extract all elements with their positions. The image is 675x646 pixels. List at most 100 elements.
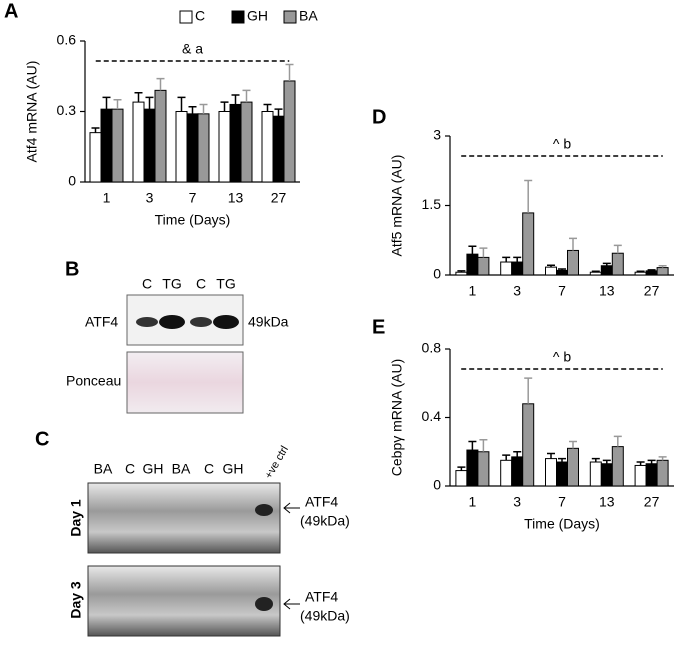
x-tick-label: 1 <box>469 283 477 299</box>
bar <box>545 266 557 276</box>
ponceau-blot <box>126 351 244 414</box>
error-bar <box>188 106 197 114</box>
error-bar <box>524 179 533 213</box>
annotation: ^ b <box>553 136 571 152</box>
lane-label: GH <box>223 461 244 477</box>
band <box>159 315 185 329</box>
error-bar <box>658 456 667 461</box>
error-bar <box>658 264 667 268</box>
bar <box>455 470 468 487</box>
error-bar <box>274 108 283 117</box>
bar <box>132 101 145 183</box>
bar <box>143 108 156 183</box>
annotation: & a <box>182 41 203 57</box>
bar <box>240 101 253 183</box>
x-tick-label: 13 <box>228 190 244 206</box>
x-tick-label: 27 <box>271 190 287 206</box>
y-tick-label: 0 <box>433 477 441 493</box>
annotation: ^ b <box>553 349 571 365</box>
band <box>255 597 273 611</box>
bar <box>283 80 296 183</box>
lane-label: C <box>196 276 206 292</box>
error-bar <box>285 63 294 81</box>
x-tick-label: 7 <box>558 494 566 510</box>
bar <box>567 447 579 487</box>
bar <box>556 461 568 487</box>
bar <box>600 463 613 487</box>
bar <box>545 458 557 487</box>
bar <box>100 108 113 183</box>
bar <box>261 111 274 183</box>
bar <box>645 463 658 487</box>
y-tick-label: 0 <box>433 266 441 282</box>
bar <box>600 265 613 276</box>
lane-label: GH <box>143 461 164 477</box>
panel-letter: B <box>65 258 79 280</box>
lane-label: BA <box>172 461 191 477</box>
lane-label: BA <box>94 461 113 477</box>
bar <box>522 403 535 487</box>
y-tick-label: 0 <box>68 173 76 189</box>
bar <box>455 271 468 276</box>
error-bar <box>263 103 272 112</box>
y-tick-label: 3 <box>433 127 441 143</box>
error-bar <box>591 270 600 273</box>
x-tick-label: 1 <box>469 494 477 510</box>
error-bar <box>647 459 656 464</box>
error-bar <box>613 244 622 254</box>
band-label: ATF4 <box>305 494 338 510</box>
bar <box>111 108 124 183</box>
bar <box>154 89 167 183</box>
bar <box>645 270 658 276</box>
panel-letter: D <box>372 106 386 128</box>
error-bar <box>113 99 122 110</box>
band <box>136 317 158 327</box>
error-bar <box>547 452 555 459</box>
x-tick-label: 27 <box>644 494 660 510</box>
error-bar <box>468 440 477 451</box>
y-tick-label: 0.4 <box>422 408 442 424</box>
x-tick-label: 13 <box>599 283 615 299</box>
legend-label: C <box>195 8 205 24</box>
legend-swatch <box>179 10 193 24</box>
bar <box>229 103 242 183</box>
x-tick-label: 3 <box>513 283 521 299</box>
lane-label: C <box>125 461 135 477</box>
error-bar <box>636 461 645 466</box>
bar <box>634 271 647 276</box>
error-bar <box>156 77 165 91</box>
bar <box>466 449 479 487</box>
error-bar <box>569 440 577 449</box>
error-bar <box>547 264 555 268</box>
bar <box>611 446 624 487</box>
error-bar <box>177 96 186 112</box>
bar <box>656 459 669 487</box>
bar <box>500 459 513 487</box>
error-bar <box>591 457 600 463</box>
bar <box>477 451 490 487</box>
error-bar <box>558 457 566 463</box>
error-bar <box>457 270 466 273</box>
error-bar <box>502 256 511 263</box>
bar <box>186 113 199 183</box>
bar <box>611 252 624 276</box>
band-label: ATF4 <box>85 314 118 330</box>
y-axis-label: Atf5 mRNA (AU) <box>389 155 405 257</box>
band <box>190 317 212 327</box>
y-tick-label: 0.3 <box>57 102 77 118</box>
panel-letter: C <box>35 428 49 450</box>
error-bar <box>242 89 251 103</box>
error-bar <box>231 94 240 105</box>
lane-label: TG <box>216 276 235 292</box>
row-label: Day 1 <box>68 499 84 537</box>
size-label: (49kDa) <box>300 513 350 529</box>
x-tick-label: 13 <box>599 494 615 510</box>
error-bar <box>647 269 656 271</box>
error-bar <box>468 245 477 255</box>
lane-label: +ve ctrl <box>263 444 291 481</box>
x-tick-label: 7 <box>558 283 566 299</box>
error-bar <box>513 451 522 457</box>
legend-swatch <box>231 10 245 24</box>
error-bar <box>102 96 111 110</box>
